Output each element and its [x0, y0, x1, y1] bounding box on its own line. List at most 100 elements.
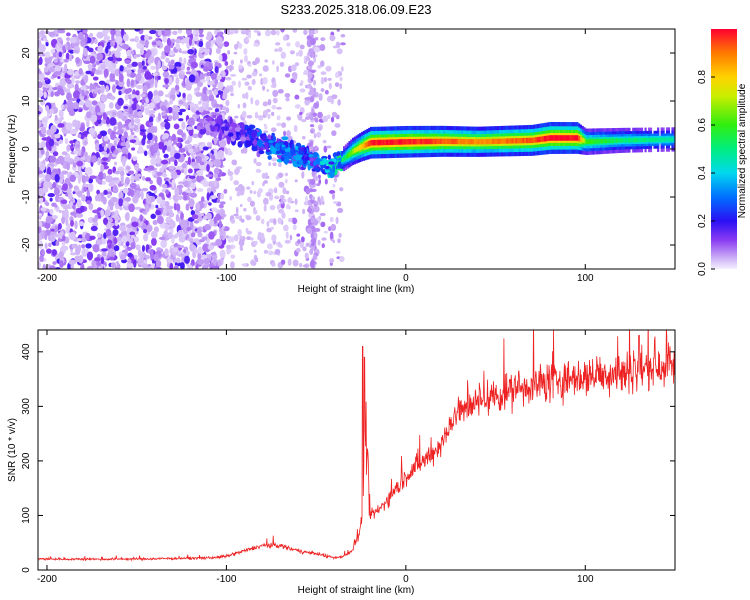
noise-blob: [250, 97, 254, 105]
noise-blob: [193, 220, 199, 224]
noise-blob: [66, 99, 73, 108]
noise-blob: [186, 66, 191, 71]
noise-blob: [162, 71, 170, 78]
noise-blob: [183, 166, 188, 176]
noise-blob: [69, 50, 75, 54]
noise-blob: [66, 223, 71, 232]
noise-blob: [49, 155, 57, 163]
noise-blob: [334, 176, 338, 183]
noise-blob: [206, 89, 210, 95]
noise-blob: [304, 97, 311, 101]
noise-blob: [170, 42, 174, 49]
ridge-band-segment: [407, 139, 410, 145]
noise-blob: [213, 167, 220, 175]
noise-blob: [198, 29, 204, 35]
noise-blob: [43, 77, 49, 81]
noise-blob: [54, 65, 62, 73]
noise-blob: [38, 72, 45, 82]
noise-blob: [121, 43, 130, 50]
noise-blob: [164, 78, 169, 85]
noise-blob: [203, 110, 210, 115]
ridge-band-segment: [667, 137, 671, 142]
ridge-band-segment: [389, 139, 392, 145]
noise-blob: [129, 139, 137, 143]
ridge-band-segment: [439, 138, 443, 145]
noise-blob: [39, 30, 45, 36]
noise-blob: [175, 213, 180, 222]
noise-blob: [160, 55, 166, 60]
noise-blob: [310, 188, 317, 193]
noise-blob: [179, 71, 185, 75]
x-tick-label: 0: [403, 273, 409, 284]
ridge-band-segment: [481, 139, 484, 145]
noise-blob: [323, 76, 328, 83]
noise-blob: [170, 87, 176, 96]
noise-blob: [96, 239, 103, 246]
noise-blob: [45, 105, 50, 112]
noise-blob: [146, 224, 153, 233]
noise-blob: [278, 47, 283, 53]
noise-blob: [225, 247, 232, 254]
noise-blob: [215, 177, 222, 181]
noise-blob: [77, 175, 81, 184]
ridge-blob: [321, 155, 328, 160]
noise-blob: [276, 65, 279, 73]
noise-blob: [76, 199, 82, 208]
noise-blob: [72, 204, 76, 210]
noise-blob: [113, 237, 118, 245]
noise-blob: [211, 265, 219, 269]
noise-blob: [166, 37, 171, 47]
ridge-band-segment: [427, 138, 430, 145]
noise-blob: [107, 56, 114, 62]
noise-blob: [128, 203, 135, 213]
noise-blob: [127, 87, 132, 93]
noise-blob: [164, 94, 171, 98]
noise-blob: [123, 105, 129, 110]
noise-blob: [80, 263, 85, 269]
noise-blob: [189, 57, 196, 62]
noise-blob: [65, 32, 71, 37]
noise-blob: [40, 146, 45, 155]
noise-blob: [142, 233, 149, 242]
noise-blob: [311, 107, 315, 115]
ridge-blob: [328, 170, 335, 179]
noise-blob: [83, 140, 88, 145]
noise-blob: [261, 172, 267, 179]
noise-blob: [271, 262, 276, 267]
noise-blob: [271, 157, 277, 162]
noise-blob: [137, 173, 142, 178]
ridge-band-segment: [436, 138, 439, 145]
noise-blob: [72, 90, 81, 100]
noise-blob: [202, 200, 210, 205]
noise-blob: [233, 234, 239, 242]
noise-blob: [122, 158, 126, 167]
noise-blob: [208, 46, 212, 56]
noise-blob: [223, 188, 228, 194]
noise-blob: [125, 212, 130, 222]
noise-blob: [280, 29, 285, 33]
noise-blob: [308, 30, 314, 36]
ridge-band-segment: [405, 139, 409, 145]
ridge-blob: [241, 122, 245, 131]
noise-blob: [50, 231, 57, 236]
noise-blob: [205, 41, 210, 50]
ridge-band-segment: [414, 138, 418, 145]
noise-blob: [273, 218, 277, 226]
ridge-band-segment: [445, 138, 448, 145]
noise-blob: [73, 149, 79, 155]
ridge-band-segment: [552, 135, 556, 141]
noise-blob: [281, 212, 286, 219]
noise-blob: [38, 261, 41, 269]
ridge-band-segment: [637, 137, 640, 143]
noise-blob: [173, 123, 180, 130]
noise-blob: [125, 165, 131, 171]
noise-blob: [195, 92, 201, 97]
noise-blob: [340, 42, 346, 46]
noise-blob: [263, 197, 269, 205]
noise-blob: [320, 195, 324, 204]
noise-blob: [255, 57, 260, 64]
noise-blob: [43, 180, 50, 188]
noise-blob: [180, 132, 185, 138]
noise-blob: [122, 200, 129, 207]
